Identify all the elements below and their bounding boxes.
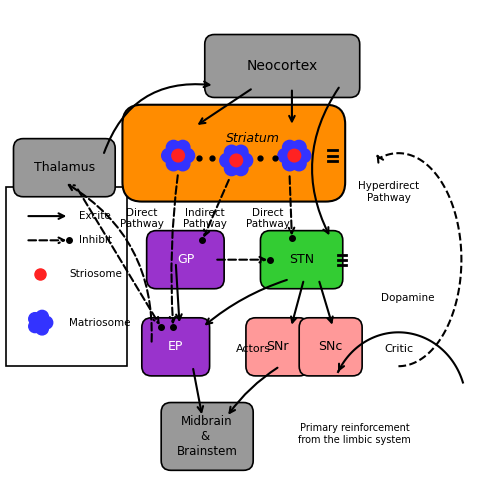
- Circle shape: [225, 145, 239, 160]
- Circle shape: [29, 320, 41, 332]
- FancyBboxPatch shape: [142, 318, 209, 376]
- Text: Dopamine: Dopamine: [381, 294, 435, 304]
- Circle shape: [176, 156, 190, 171]
- FancyBboxPatch shape: [246, 318, 309, 376]
- Circle shape: [36, 310, 48, 323]
- Circle shape: [297, 148, 311, 162]
- FancyBboxPatch shape: [14, 138, 115, 196]
- Text: Direct
Pathway: Direct Pathway: [120, 208, 164, 230]
- Text: Actors: Actors: [236, 344, 271, 354]
- Circle shape: [292, 156, 306, 171]
- Text: Midbrain
& 
Brainstem: Midbrain & Brainstem: [177, 415, 238, 458]
- Text: Direct
Pathway: Direct Pathway: [246, 208, 290, 230]
- Circle shape: [282, 140, 297, 154]
- Circle shape: [230, 154, 243, 166]
- Circle shape: [292, 140, 306, 154]
- Circle shape: [278, 148, 292, 162]
- Text: Striatum: Striatum: [226, 132, 280, 145]
- FancyBboxPatch shape: [6, 187, 127, 366]
- Circle shape: [162, 148, 176, 162]
- Text: STN: STN: [289, 253, 314, 266]
- Text: Striosome: Striosome: [69, 269, 122, 279]
- Circle shape: [288, 150, 300, 162]
- Text: Indirect
Pathway: Indirect Pathway: [183, 208, 227, 230]
- Circle shape: [171, 148, 185, 162]
- FancyBboxPatch shape: [299, 318, 362, 376]
- Circle shape: [225, 162, 239, 175]
- Circle shape: [29, 312, 41, 325]
- Text: Inhibit: Inhibit: [79, 236, 112, 246]
- Circle shape: [172, 150, 185, 162]
- Text: GP: GP: [177, 253, 194, 266]
- FancyBboxPatch shape: [122, 104, 345, 202]
- Text: SNr: SNr: [266, 340, 289, 353]
- Circle shape: [234, 145, 248, 160]
- Circle shape: [239, 154, 253, 168]
- Circle shape: [176, 140, 190, 154]
- Circle shape: [220, 154, 234, 168]
- Text: Excite: Excite: [79, 211, 111, 221]
- FancyBboxPatch shape: [147, 230, 224, 288]
- Circle shape: [40, 316, 53, 329]
- Circle shape: [282, 156, 297, 171]
- FancyBboxPatch shape: [261, 230, 343, 288]
- Circle shape: [34, 316, 46, 329]
- Text: Critic: Critic: [384, 344, 413, 354]
- Circle shape: [234, 162, 248, 175]
- Text: SNc: SNc: [318, 340, 343, 353]
- Circle shape: [36, 322, 48, 335]
- Text: Matriosome: Matriosome: [69, 318, 131, 328]
- Circle shape: [180, 148, 195, 162]
- Circle shape: [287, 148, 301, 162]
- Text: Hyperdirect
Pathway: Hyperdirect Pathway: [358, 181, 419, 203]
- Circle shape: [167, 156, 181, 171]
- Circle shape: [229, 154, 244, 168]
- Text: Thalamus: Thalamus: [34, 161, 95, 174]
- Text: EP: EP: [168, 340, 184, 353]
- Text: Neocortex: Neocortex: [246, 59, 318, 73]
- Text: Primary reinforcement
from the limbic system: Primary reinforcement from the limbic sy…: [299, 423, 411, 445]
- FancyBboxPatch shape: [161, 402, 253, 470]
- FancyBboxPatch shape: [205, 34, 360, 98]
- Circle shape: [167, 140, 181, 154]
